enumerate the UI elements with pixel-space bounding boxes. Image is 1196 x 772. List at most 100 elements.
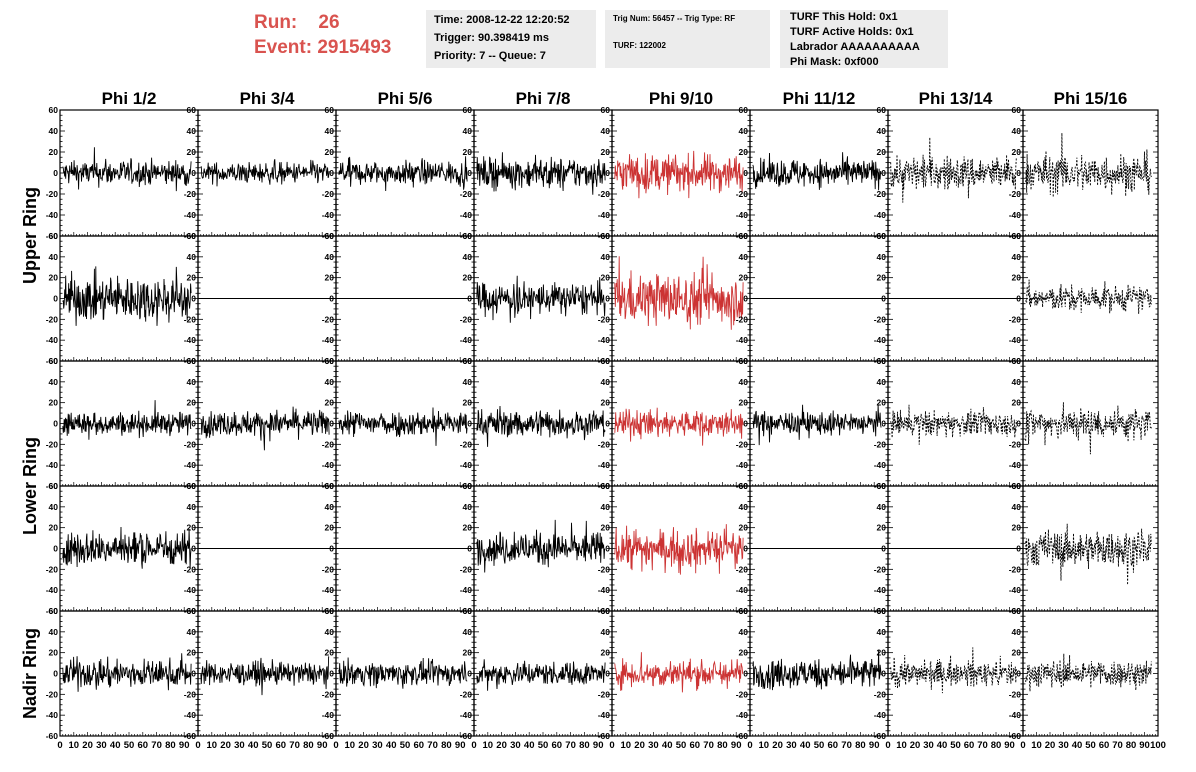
- y-tick-label: 40: [739, 502, 749, 512]
- y-tick-label: -40: [322, 335, 335, 345]
- turf-text: TURF: 122002: [613, 41, 666, 50]
- y-tick-label: 40: [601, 377, 611, 387]
- y-tick-label: 40: [187, 502, 197, 512]
- x-tick-label: 80: [303, 740, 314, 751]
- x-tick-label: 20: [772, 740, 783, 751]
- y-tick-label: -40: [1009, 585, 1022, 595]
- y-tick-label: -20: [598, 439, 611, 449]
- waveform-trace: [1025, 523, 1152, 585]
- y-tick-label: 20: [187, 523, 197, 533]
- y-tick-label: 60: [877, 481, 887, 491]
- x-tick-label: 90: [593, 740, 604, 751]
- x-tick-label: 0: [609, 740, 614, 751]
- y-tick-label: -40: [598, 585, 611, 595]
- y-tick-label: -20: [460, 189, 473, 199]
- y-tick-label: 20: [601, 273, 611, 283]
- y-tick-label: 0: [467, 419, 472, 429]
- x-tick-label: 40: [524, 740, 535, 751]
- y-tick-label: 0: [605, 669, 610, 679]
- y-tick-label: 0: [53, 168, 58, 178]
- event-label: Event:: [254, 37, 313, 58]
- y-tick-label: 20: [325, 398, 335, 408]
- y-tick-label: -20: [874, 689, 887, 699]
- y-tick-label: 20: [1012, 523, 1022, 533]
- y-tick-label: -20: [460, 439, 473, 449]
- y-tick-label: -40: [460, 585, 473, 595]
- x-tick-label: 10: [69, 740, 80, 751]
- y-tick-label: 0: [191, 419, 196, 429]
- x-tick-label: 100: [1150, 740, 1166, 751]
- y-tick-label: 0: [881, 419, 886, 429]
- x-tick-label: 10: [896, 740, 907, 751]
- x-tick-label: 40: [386, 740, 397, 751]
- y-tick-label: -20: [874, 189, 887, 199]
- y-tick-label: 60: [739, 231, 749, 241]
- y-tick-label: 40: [1012, 377, 1022, 387]
- y-tick-label: 60: [601, 481, 611, 491]
- waveform-trace: [752, 152, 882, 191]
- y-tick-label: 60: [463, 481, 473, 491]
- waveform-trace: [614, 256, 744, 330]
- y-tick-label: 0: [743, 294, 748, 304]
- y-tick-label: 40: [325, 627, 335, 637]
- x-tick-label: 40: [662, 740, 673, 751]
- y-tick-label: -40: [736, 710, 749, 720]
- x-tick-label: 20: [910, 740, 921, 751]
- y-tick-label: 20: [187, 398, 197, 408]
- y-tick-label: 40: [601, 252, 611, 262]
- y-tick-label: 60: [187, 105, 197, 115]
- y-tick-label: -20: [874, 314, 887, 324]
- y-tick-label: 0: [881, 294, 886, 304]
- x-tick-label: 10: [483, 740, 494, 751]
- row-label: Upper Ring: [20, 187, 40, 284]
- waveform-trace: [1025, 132, 1152, 198]
- y-tick-label: -20: [184, 564, 197, 574]
- y-tick-label: 20: [49, 648, 59, 658]
- x-tick-label: 90: [179, 740, 190, 751]
- panel-frame: [887, 109, 1024, 237]
- y-tick-label: 60: [601, 356, 611, 366]
- turf-info-box: TURF This Hold: 0x1 TURF Active Holds: 0…: [780, 10, 948, 68]
- y-tick-label: 60: [463, 356, 473, 366]
- y-tick-label: 0: [1016, 294, 1021, 304]
- waveform-trace: [752, 650, 882, 691]
- y-tick-label: 20: [463, 648, 473, 658]
- y-tick-label: 20: [1012, 398, 1022, 408]
- y-tick-label: 40: [739, 627, 749, 637]
- run-event-header: Run: 26 Event: 2915493: [254, 10, 391, 60]
- y-tick-label: 0: [191, 294, 196, 304]
- y-tick-label: 20: [601, 147, 611, 157]
- y-tick-label: -20: [736, 314, 749, 324]
- x-tick-label: 70: [977, 740, 988, 751]
- y-tick-label: 60: [49, 356, 59, 366]
- y-tick-label: 40: [1012, 627, 1022, 637]
- x-tick-label: 50: [1085, 740, 1096, 751]
- y-tick-label: -40: [1009, 460, 1022, 470]
- y-tick-label: 40: [49, 252, 59, 262]
- y-tick-label: -20: [1009, 564, 1022, 574]
- waveform-trace: [200, 406, 330, 451]
- x-tick-label: 0: [471, 740, 476, 751]
- y-tick-label: -20: [1009, 689, 1022, 699]
- waveform-trace: [476, 659, 606, 691]
- y-tick-label: -40: [736, 585, 749, 595]
- waveform-trace: [1025, 279, 1152, 314]
- run-line: Run: 26: [254, 10, 391, 35]
- y-tick-label: -40: [184, 210, 197, 220]
- y-tick-label: 60: [325, 231, 335, 241]
- y-tick-label: 20: [877, 147, 887, 157]
- y-tick-label: 20: [325, 147, 335, 157]
- trigger-text: Trigger: 90.398419 ms: [434, 32, 549, 44]
- y-tick-label: -40: [46, 710, 59, 720]
- y-tick-label: 40: [49, 502, 59, 512]
- y-tick-label: 0: [743, 544, 748, 554]
- y-tick-label: 40: [877, 627, 887, 637]
- y-tick-label: 40: [463, 377, 473, 387]
- y-tick-label: 0: [329, 419, 334, 429]
- waveform-trace: [614, 150, 744, 199]
- y-tick-label: 60: [325, 481, 335, 491]
- y-tick-label: 60: [187, 356, 197, 366]
- y-tick-label: 0: [1016, 544, 1021, 554]
- y-tick-label: -60: [1009, 731, 1022, 741]
